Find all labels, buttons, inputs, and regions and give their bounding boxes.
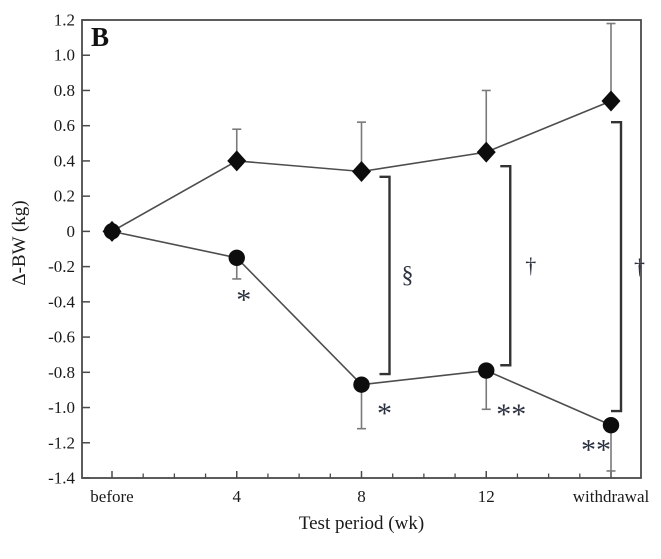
y-tick-label: 0.8 (54, 81, 75, 100)
y-tick-label: -0.2 (48, 257, 75, 276)
y-tick-label: -0.4 (48, 292, 75, 311)
marker-diamond (476, 141, 496, 163)
y-axis-title: Δ-BW (kg) (9, 200, 30, 286)
panel-label: B (91, 22, 110, 52)
marker-circle (103, 223, 121, 240)
y-tick-label: -1.0 (48, 398, 75, 417)
x-tick-label: withdrawal (573, 487, 650, 506)
bracket-symbol: † (525, 253, 536, 278)
y-tick-label: 0.2 (54, 187, 75, 206)
marker-diamond (601, 90, 621, 112)
marker-diamond (352, 160, 371, 182)
y-tick-label: -1.2 (48, 433, 75, 452)
sig-marker: ** (581, 434, 611, 467)
y-tick-label: 1.0 (54, 46, 75, 65)
x-tick-label: 4 (233, 487, 242, 506)
x-tick-label: before (90, 487, 133, 506)
y-tick-label: 0 (67, 222, 76, 241)
x-tick-label: 12 (478, 487, 495, 506)
bracket-symbol: † (634, 254, 645, 279)
sig-marker: ** (496, 398, 526, 431)
x-tick-label: 8 (357, 487, 366, 506)
bracket-symbol: § (402, 262, 414, 288)
sig-marker: * (377, 397, 392, 430)
y-tick-label: -1.4 (48, 469, 75, 488)
y-tick-label: -0.8 (48, 363, 75, 382)
marker-diamond (227, 150, 247, 172)
y-tick-label: 1.2 (54, 11, 75, 30)
x-axis-title: Test period (wk) (298, 513, 425, 534)
marker-circle (353, 376, 370, 393)
comparison-bracket (500, 165, 512, 367)
comparison-bracket (379, 175, 391, 376)
sig-marker: * (236, 283, 251, 316)
marker-circle (602, 416, 620, 434)
marker-circle (228, 249, 245, 267)
marker-circle (478, 362, 495, 379)
y-tick-label: 0.6 (54, 116, 75, 135)
y-tick-label: 0.4 (54, 151, 76, 170)
y-tick-label: -0.6 (48, 328, 75, 347)
comparison-bracket (611, 120, 623, 413)
